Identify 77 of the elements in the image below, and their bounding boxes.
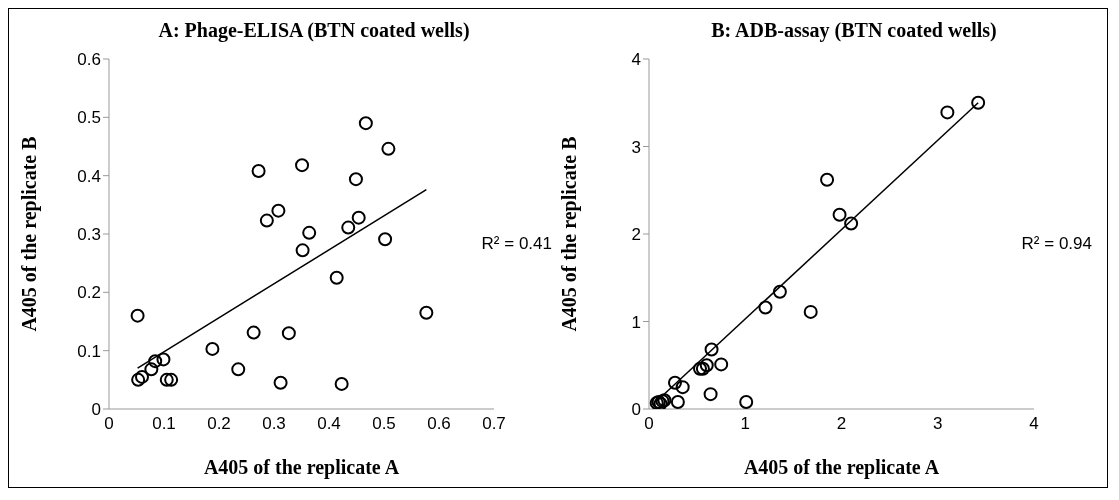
x-tick-label: 0.5 (372, 414, 396, 434)
x-tick-label: 0 (104, 414, 114, 434)
point (419, 305, 434, 320)
point (832, 207, 847, 222)
y-tick-label: 3 (631, 137, 641, 157)
point (758, 300, 773, 315)
point (971, 95, 986, 110)
y-axis-title: A405 of the replicate B (18, 136, 42, 332)
point (295, 158, 310, 173)
y-tick-label: 0.5 (77, 108, 101, 128)
point (381, 141, 396, 156)
point (273, 375, 288, 390)
point (844, 216, 859, 231)
point (334, 376, 349, 391)
x-tick-label: 3 (933, 414, 943, 434)
y-axis-title: A405 of the replicate B (558, 136, 582, 332)
y-tick-label: 0.6 (77, 50, 101, 70)
y-tick-label: 0.4 (77, 166, 101, 186)
point (772, 284, 787, 299)
y-tick-label: 1 (631, 312, 641, 332)
point (156, 352, 171, 367)
x-tick-label: 0.7 (482, 414, 506, 434)
x-tick-label: 1 (740, 414, 750, 434)
y-tick-label: 0 (91, 400, 101, 420)
point (329, 270, 344, 285)
x-tick-label: 4 (1029, 414, 1039, 434)
y-tick-label: 0.3 (77, 225, 101, 245)
y-tick-label: 0.1 (77, 341, 101, 361)
annotation: R² = 0.94 (1021, 234, 1092, 254)
x-axis-title: A405 of the replicate A (203, 456, 400, 479)
y-tick-label: 0.2 (77, 283, 101, 303)
point (820, 172, 835, 187)
x-tick-label: 0 (644, 414, 654, 434)
x-axis-title: A405 of the replicate A (743, 456, 940, 479)
point (281, 326, 296, 341)
chart-title: B: ADB-assay (BTN coated wells) (710, 19, 998, 44)
point (295, 243, 310, 258)
x-tick-label: 0.4 (317, 414, 341, 434)
x-tick-label: 2 (836, 414, 847, 434)
point (351, 210, 366, 225)
point (675, 380, 690, 395)
point (130, 308, 145, 323)
point (251, 164, 266, 178)
x-tick-label: 0.1 (152, 414, 176, 434)
y-tick-label: 4 (631, 50, 641, 70)
x-tick-label: 0.6 (427, 414, 451, 434)
point (259, 213, 274, 228)
point (205, 341, 220, 356)
point (231, 362, 246, 377)
point (246, 325, 261, 340)
point (348, 172, 363, 187)
chart-title: A: Phage-ELISA (BTN coated wells) (157, 19, 471, 44)
point (667, 375, 682, 390)
x-tick-label: 0.3 (262, 414, 286, 434)
annotation: R² = 0.41 (481, 234, 552, 254)
point (739, 395, 754, 409)
point (159, 372, 174, 387)
y-tick-label: 2 (631, 225, 641, 245)
point (148, 354, 163, 369)
point (164, 372, 179, 387)
point (940, 105, 955, 120)
x-tick-label: 0.2 (207, 414, 231, 434)
point (131, 372, 146, 387)
y-tick-label: 0 (631, 400, 641, 420)
point (302, 225, 317, 240)
point (271, 203, 286, 218)
point (341, 220, 356, 235)
point (670, 395, 685, 409)
point (704, 342, 719, 357)
point (358, 116, 373, 131)
point (699, 358, 714, 373)
point (803, 304, 818, 319)
point (144, 362, 159, 377)
point (703, 387, 718, 402)
point (714, 357, 729, 372)
point (378, 232, 393, 247)
point (135, 369, 149, 384)
